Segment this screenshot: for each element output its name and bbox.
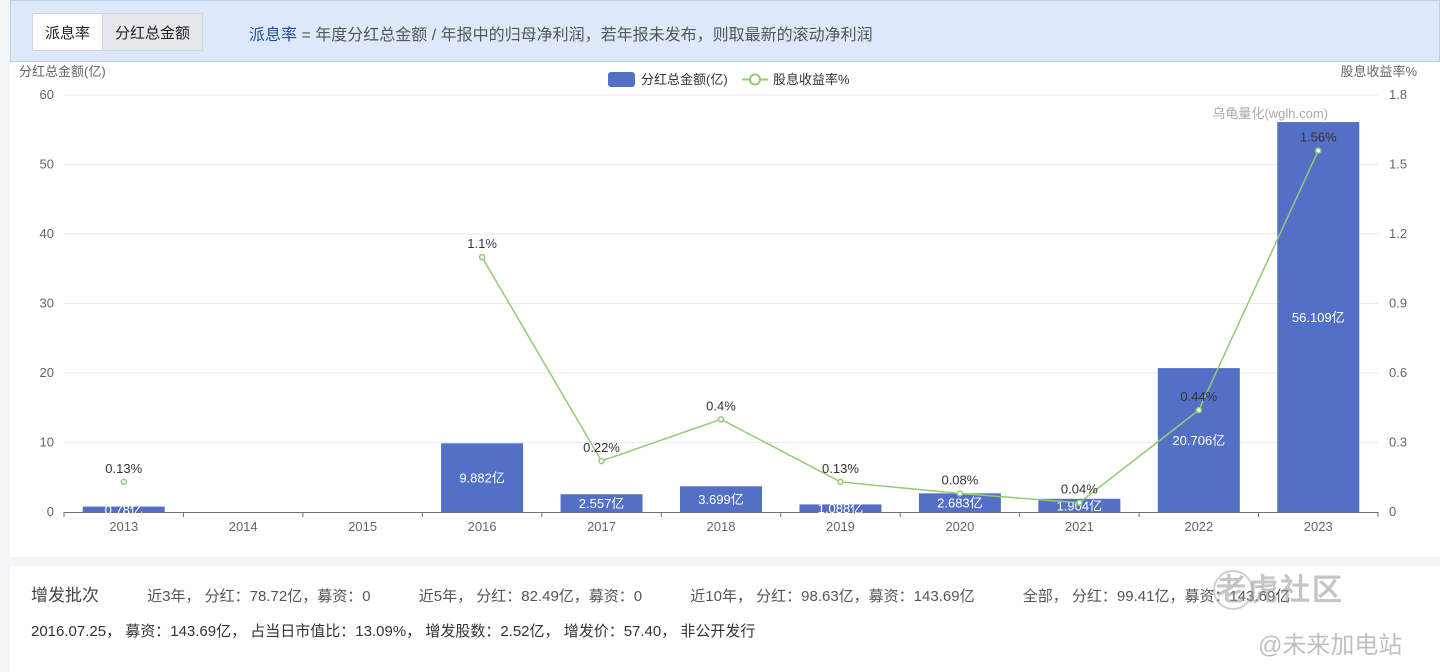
yield-point: [478, 253, 486, 261]
y-right-tick-label: 1.2: [1389, 226, 1407, 241]
bar-value-label: 56.109亿: [1292, 310, 1345, 325]
yield-point: [717, 416, 725, 423]
x-tick-label: 2013: [109, 519, 138, 534]
site-watermark: 乌龟量化(wglh.com): [1212, 106, 1328, 121]
bar-value-label: 2.683亿: [937, 496, 983, 511]
x-tick-label: 2021: [1065, 519, 1094, 534]
yield-point: [120, 478, 127, 486]
yield-value-label: 0.4%: [706, 398, 736, 413]
yield-value-label: 0.13%: [822, 461, 859, 476]
y-left-tick-label: 20: [40, 365, 54, 380]
x-tick-label: 2016: [468, 519, 497, 534]
dividend-chart-card: 0 10 20 30 40 50 60 0 0.3 0.6 0.9 1.2 1.5 1.8 分红总金额(亿)…: [10, 62, 1440, 557]
bar-value-label: 3.699亿: [698, 492, 744, 507]
yield-value-label: 0.04%: [1061, 482, 1098, 497]
x-tick-label: 2023: [1304, 519, 1333, 534]
bar: [799, 504, 882, 512]
bar-value-label: 2.557亿: [579, 496, 625, 511]
yield-value-label: 0.08%: [941, 472, 978, 487]
x-tick-label: 2017: [587, 519, 616, 534]
y-left-tick-label: 40: [40, 226, 54, 241]
legend-line-label: 股息收益率%: [773, 72, 850, 87]
description-term: 派息率: [249, 27, 298, 44]
y-left-axis-title: 分红总金额(亿): [19, 64, 106, 79]
tab-payout-ratio[interactable]: 派息率: [32, 13, 104, 51]
header-bar: 派息率 分红总金额 派息率 = 年度分红总金额 / 年报中的归母净利润，若年报未…: [10, 0, 1440, 62]
y-right-axis-title: 股息收益率%: [1340, 64, 1417, 79]
tab-dividend-total[interactable]: 分红总金额: [103, 13, 204, 51]
x-tick-label: 2015: [348, 519, 377, 534]
yield-value-label: 0.13%: [105, 461, 142, 476]
issuance-footer: 增发批次 近3年， 分红：78.72亿，募资：0 近5年， 分红：82.49亿，…: [10, 566, 1440, 672]
y-left-tick-label: 30: [40, 296, 54, 311]
tab-group: 派息率 分红总金额: [32, 13, 204, 51]
bar: [82, 506, 165, 512]
bar-value-label: 1.088亿: [818, 501, 864, 516]
bar: [1157, 368, 1240, 512]
y-left-tick-label: 0: [47, 504, 54, 519]
yield-value-label: 0.22%: [583, 440, 620, 455]
bar: [560, 494, 643, 512]
dividend-chart: 0 10 20 30 40 50 60 0 0.3 0.6 0.9 1.2 1.5 1.8 分红总金额(亿)…: [19, 64, 1417, 534]
legend-bar-label: 分红总金额(亿): [641, 72, 728, 87]
legend-line-marker: [749, 73, 761, 86]
x-tick-label: 2018: [707, 519, 736, 534]
x-tick-label: 2014: [229, 519, 258, 534]
description-text: = 年度分红总金额 / 年报中的归母净利润，若年报未发布，则取最新的滚动净利润: [297, 27, 873, 44]
bar: [1277, 122, 1360, 512]
issuance-summary-row: 增发批次 近3年， 分红：78.72亿，募资：0 近5年， 分红：82.49亿，…: [31, 581, 1334, 606]
x-tick-label: 2020: [945, 519, 974, 534]
summary-5y: 近5年， 分红：82.49亿，募资：0: [418, 588, 643, 605]
yield-point: [598, 457, 605, 465]
y-right-tick-label: 0: [1389, 504, 1396, 519]
legend-bar-swatch: [608, 72, 635, 87]
tiger-logo-watermark: [1213, 570, 1253, 610]
issuance-detail: 2016.07.25， 募资：143.69亿， 占当日市值比：13.09%， 增…: [31, 623, 756, 640]
yield-point: [1195, 406, 1203, 414]
yield-value-label: 1.56%: [1300, 130, 1337, 145]
issuance-title: 增发批次: [31, 586, 99, 605]
bar-value-label: 20.706亿: [1172, 433, 1225, 448]
yield-point: [956, 490, 964, 497]
y-left-tick-label: 60: [40, 87, 54, 102]
x-tick-label: 2019: [826, 519, 855, 534]
y-right-tick-label: 0.9: [1389, 296, 1407, 311]
payout-ratio-description: 派息率 = 年度分红总金额 / 年报中的归母净利润，若年报未发布，则取最新的滚动…: [249, 21, 873, 45]
y-right-tick-label: 0.3: [1389, 435, 1407, 450]
station-watermark: @未来加电站: [1258, 632, 1403, 659]
yield-value-label: 1.1%: [467, 236, 497, 251]
x-tick-label: 2022: [1184, 519, 1213, 534]
yield-line: [481, 150, 1319, 504]
bar-value-label: 9.882亿: [459, 471, 505, 486]
bar: [918, 493, 1001, 512]
community-watermark: 老虎社区: [1216, 574, 1344, 607]
summary-10y: 近10年， 分红：98.63亿，募资：143.69亿: [690, 588, 975, 605]
bar-value-label: 0.78亿: [105, 502, 143, 517]
yield-value-label: 0.44%: [1180, 389, 1217, 404]
yield-point: [1076, 499, 1083, 506]
y-left-tick-label: 50: [40, 157, 54, 172]
summary-3y: 近3年， 分红：78.72亿，募资：0: [147, 588, 371, 605]
y-right-tick-label: 0.6: [1389, 365, 1407, 380]
yield-point: [837, 478, 844, 486]
bar: [441, 443, 524, 512]
y-right-tick-label: 1.5: [1389, 157, 1407, 172]
y-left-tick-label: 10: [40, 435, 54, 450]
yield-point: [1315, 147, 1322, 154]
bar: [680, 486, 762, 512]
y-right-tick-label: 1.8: [1389, 87, 1407, 102]
